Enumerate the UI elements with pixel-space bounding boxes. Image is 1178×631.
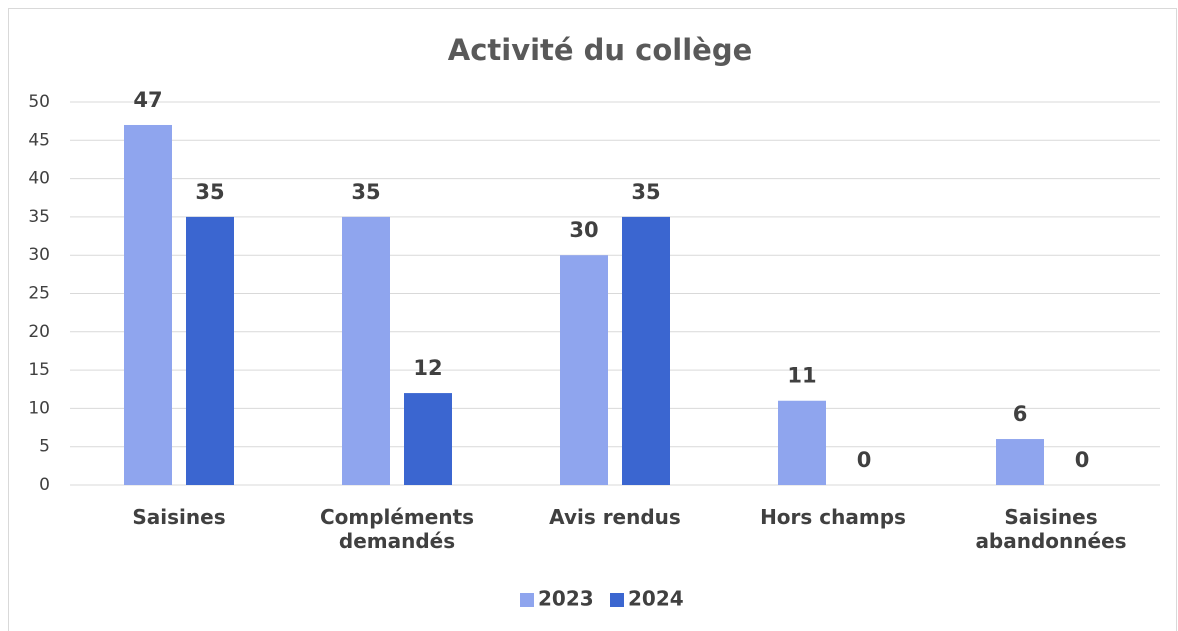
data-label: 11 xyxy=(787,364,816,388)
y-tick-label: 25 xyxy=(28,284,50,304)
y-tick-label: 10 xyxy=(28,398,50,418)
data-label: 0 xyxy=(857,448,872,472)
y-tick-label: 20 xyxy=(28,322,50,342)
data-label: 35 xyxy=(351,180,380,204)
data-label: 6 xyxy=(1013,402,1028,426)
y-tick-label: 5 xyxy=(39,437,50,457)
data-label: 47 xyxy=(133,88,162,112)
bar xyxy=(404,393,452,485)
bar xyxy=(124,124,172,485)
x-tick-label: Hors champs xyxy=(760,505,906,529)
data-label: 0 xyxy=(1075,448,1090,472)
data-label: 35 xyxy=(631,180,660,204)
y-tick-label: 30 xyxy=(28,245,50,265)
bar xyxy=(778,400,826,485)
bar xyxy=(186,216,234,485)
legend-label: 2023 xyxy=(538,587,594,611)
x-tick-label: Saisines xyxy=(132,505,226,529)
y-tick-label: 0 xyxy=(39,475,50,495)
bar xyxy=(560,255,608,485)
x-tick-label: Saisines abandonnées xyxy=(975,505,1127,553)
bar xyxy=(622,216,670,485)
data-label: 35 xyxy=(195,180,224,204)
y-tick-label: 50 xyxy=(28,92,50,112)
chart-title: Activité du collège xyxy=(448,33,753,67)
y-tick-label: 15 xyxy=(28,360,50,380)
data-label: 12 xyxy=(413,356,442,380)
data-label: 30 xyxy=(569,218,598,242)
chart-frame xyxy=(8,8,1177,631)
bar xyxy=(996,439,1044,485)
legend-swatch xyxy=(520,593,534,607)
x-tick-label: Compléments demandés xyxy=(319,505,475,553)
y-tick-label: 35 xyxy=(28,207,50,227)
x-tick-label: Avis rendus xyxy=(549,505,681,529)
legend-swatch xyxy=(610,593,624,607)
y-tick-label: 45 xyxy=(28,130,50,150)
y-tick-label: 40 xyxy=(28,169,50,189)
bar xyxy=(342,216,390,485)
legend-label: 2024 xyxy=(628,587,684,611)
